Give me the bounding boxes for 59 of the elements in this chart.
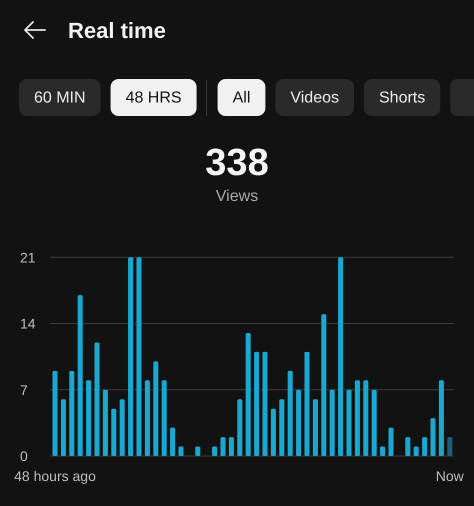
x-tick-label: Now	[436, 468, 465, 484]
bar	[136, 257, 142, 456]
bar	[422, 437, 428, 456]
chart-title: Real time	[68, 18, 166, 43]
bar	[447, 437, 452, 456]
bar	[220, 437, 226, 456]
tab-button: 60 MIN	[19, 79, 101, 116]
bar	[111, 408, 116, 456]
bar	[246, 332, 251, 456]
bar	[346, 390, 352, 456]
bar	[321, 314, 326, 456]
bar	[338, 257, 344, 456]
tab-button: All	[218, 79, 266, 116]
bar	[288, 370, 293, 456]
bar	[162, 380, 167, 456]
bar	[380, 446, 386, 456]
bar	[262, 352, 268, 456]
tab-button: Videos	[275, 79, 354, 116]
bar	[279, 399, 284, 456]
tab-button: Shorts	[364, 79, 440, 116]
bar	[228, 437, 234, 456]
bar	[354, 380, 360, 456]
bar	[102, 390, 108, 456]
bar	[388, 428, 394, 456]
bar	[330, 390, 335, 456]
bar	[78, 295, 83, 456]
bar	[94, 342, 100, 456]
y-tick-label: 21	[20, 249, 36, 266]
bar	[212, 446, 218, 456]
y-tick-label: 0	[20, 448, 28, 464]
bar	[430, 418, 436, 456]
y-tick-label: 14	[20, 316, 36, 332]
tab-button: 48 HRS	[110, 79, 197, 116]
bar	[438, 380, 444, 456]
bar	[363, 380, 368, 456]
bar	[60, 399, 66, 456]
bar	[296, 390, 302, 456]
bar	[120, 399, 125, 456]
text: 338	[205, 142, 269, 184]
bar	[195, 446, 200, 456]
bar	[144, 380, 150, 456]
bar	[170, 428, 176, 456]
bar	[237, 399, 242, 456]
bar	[69, 370, 74, 456]
bar	[52, 370, 58, 456]
y-tick-label: 7	[20, 382, 28, 398]
bar	[270, 408, 276, 456]
bar	[254, 352, 260, 456]
bar	[372, 390, 377, 456]
bar	[128, 257, 134, 456]
bar	[178, 446, 184, 456]
bar	[312, 399, 318, 456]
bar	[414, 446, 419, 456]
x-tick-label: 48 hours ago	[14, 468, 96, 484]
bar	[153, 361, 158, 456]
bar	[86, 380, 92, 456]
bar	[405, 437, 410, 456]
bar	[304, 352, 310, 456]
text: Views	[216, 188, 258, 205]
